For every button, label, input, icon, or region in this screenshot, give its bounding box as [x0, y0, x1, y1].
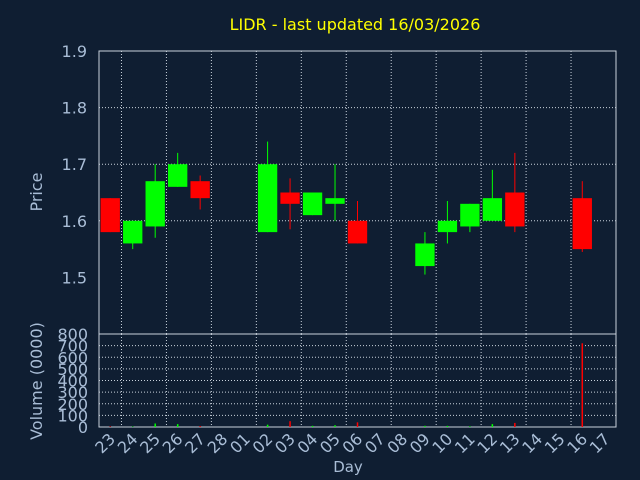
- volume-tick-label: 400: [57, 372, 88, 391]
- candle-body: [190, 181, 210, 199]
- volume-tick-label: 800: [57, 325, 88, 344]
- candle-body: [168, 164, 188, 187]
- volume-bar: [334, 425, 336, 427]
- candle-body: [505, 192, 525, 227]
- chart-title: LIDR - last updated 16/03/2026: [230, 15, 481, 34]
- volume-tick-label: 200: [57, 395, 88, 414]
- price-plot-frame: [98, 50, 617, 335]
- volume-bar: [131, 426, 134, 428]
- volume-grid: [99, 334, 616, 427]
- volume-tick-label: 600: [57, 348, 88, 367]
- day-tick-label: 17: [586, 429, 614, 457]
- volume-tick-label: 300: [57, 383, 88, 402]
- price-tick-labels: 1.5 1.6 1.7 1.8 1.9: [62, 42, 87, 287]
- candle-body: [415, 243, 435, 267]
- candle-body: [437, 220, 458, 233]
- volume-bar: [514, 422, 516, 427]
- volume-bar: [469, 426, 471, 427]
- candle-body: [460, 203, 480, 227]
- price-grid: [99, 50, 616, 334]
- volume-bar: [109, 426, 111, 427]
- volume-bar: [356, 422, 359, 427]
- price-tick-label: 1.8: [62, 99, 87, 118]
- candle-body: [280, 192, 300, 204]
- volume-axis-label: Volume (0000): [27, 322, 46, 440]
- volume-bar: [289, 421, 291, 427]
- volume-bar: [491, 424, 494, 427]
- price-tick-label: 1.7: [62, 155, 87, 174]
- x-axis-label: Day: [333, 458, 363, 476]
- price-tick-label: 1.6: [62, 212, 87, 231]
- candle-body: [325, 198, 345, 204]
- volume-tick-label: 500: [57, 360, 88, 379]
- day-tick-labels: 2324252627280102030405060708091011121314…: [91, 429, 613, 457]
- price-axis-label: Price: [27, 172, 46, 211]
- candle-body: [572, 198, 592, 250]
- candle-body: [302, 192, 323, 216]
- volume-bar: [311, 425, 314, 427]
- volume-bar: [581, 343, 584, 427]
- candle-body: [482, 198, 503, 221]
- volume-bar: [446, 425, 449, 427]
- volume-bar: [266, 424, 269, 427]
- candle-body: [347, 220, 368, 244]
- candle-body: [123, 220, 143, 244]
- candles: [100, 141, 592, 275]
- volume-bar: [424, 425, 426, 427]
- volume-bar: [199, 426, 201, 427]
- price-tick-label: 1.5: [62, 268, 87, 287]
- candle-body: [100, 198, 120, 233]
- volume-tick-label: 100: [57, 406, 88, 425]
- volume-tick-label: 700: [57, 337, 88, 356]
- candle-body: [257, 164, 278, 233]
- volume-bars: [109, 343, 584, 428]
- candle-body: [145, 181, 165, 227]
- volume-tick-label: 0: [78, 418, 88, 437]
- price-tick-label: 1.9: [62, 42, 87, 61]
- volume-bar: [176, 424, 179, 427]
- volume-bar: [154, 423, 156, 427]
